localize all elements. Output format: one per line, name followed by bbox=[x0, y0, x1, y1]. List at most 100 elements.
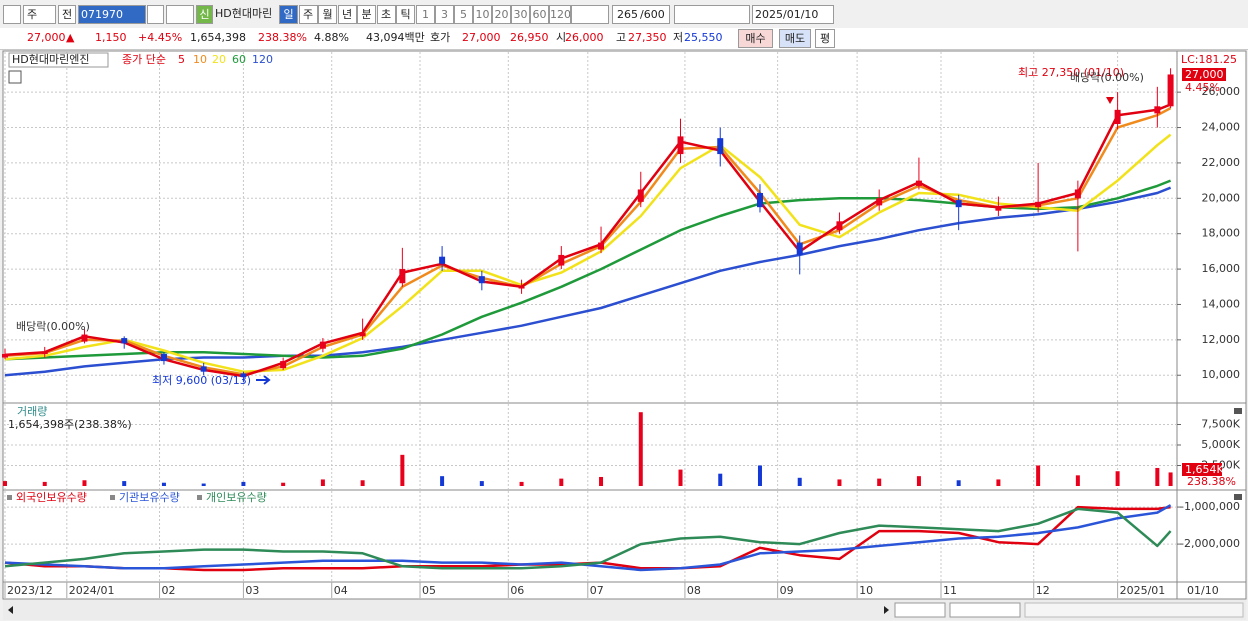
volume-bar bbox=[201, 483, 206, 486]
series-line bbox=[4, 103, 1172, 378]
period-button[interactable]: 분 bbox=[357, 5, 376, 24]
tab[interactable]: 주 bbox=[23, 5, 56, 24]
volume-bar bbox=[1075, 475, 1080, 486]
last-volume: 1,654K bbox=[1185, 463, 1224, 476]
search-button[interactable] bbox=[147, 5, 164, 24]
date-input[interactable]: 2025/01/10 bbox=[752, 5, 834, 24]
volume-bar bbox=[42, 481, 47, 486]
volume-bar bbox=[1036, 465, 1041, 486]
period-button[interactable]: 년 bbox=[337, 5, 357, 24]
x-tick-label: 04 bbox=[334, 584, 348, 597]
interval-button[interactable]: 1 bbox=[416, 5, 435, 24]
chart-title: HD현대마린엔진 bbox=[12, 53, 89, 66]
annotation: 최저 9,600 (03/13) bbox=[152, 374, 251, 387]
interval-button[interactable]: 10 bbox=[473, 5, 492, 24]
x-tick-label: 08 bbox=[687, 584, 701, 597]
volume-bar bbox=[122, 481, 127, 486]
count-max: /600 bbox=[640, 5, 670, 24]
period-button[interactable]: 주 bbox=[298, 5, 318, 24]
interval-button[interactable]: 5 bbox=[454, 5, 473, 24]
market-tag: 신 bbox=[196, 5, 213, 24]
volume-bar bbox=[797, 477, 802, 486]
y-tick-label: 10,000 bbox=[1202, 368, 1241, 381]
period-button[interactable]: 일 bbox=[279, 5, 298, 24]
interval-button[interactable]: 120 bbox=[549, 5, 571, 24]
scroll-arrows[interactable] bbox=[8, 606, 889, 614]
quote-high-label: 고 bbox=[616, 31, 627, 44]
pane-close[interactable] bbox=[1234, 408, 1242, 414]
candle-body bbox=[1154, 106, 1161, 114]
order-button[interactable]: 매수 bbox=[738, 29, 773, 48]
candle-body bbox=[598, 242, 605, 250]
candle-body bbox=[280, 361, 287, 369]
period-button[interactable]: 초 bbox=[376, 5, 396, 24]
legend-entry: 기관보유수량 bbox=[119, 491, 180, 504]
candle-body bbox=[1167, 74, 1174, 107]
candle-body bbox=[717, 138, 724, 155]
volume-bar bbox=[161, 482, 166, 486]
candle-body bbox=[399, 269, 406, 284]
playback-buttons[interactable] bbox=[894, 602, 946, 618]
zoom-slider[interactable] bbox=[949, 602, 1021, 618]
quote-open: 26,000 bbox=[565, 31, 604, 44]
legend-swatch bbox=[110, 495, 115, 500]
period-button[interactable]: 월 bbox=[318, 5, 337, 24]
x-tick-label: 12 bbox=[1036, 584, 1050, 597]
tab[interactable]: 전 bbox=[58, 5, 76, 24]
candle-body bbox=[439, 256, 446, 264]
grid-icon[interactable] bbox=[8, 70, 22, 84]
interval-button[interactable]: 30 bbox=[511, 5, 530, 24]
quote-change-rate: +4.45% bbox=[138, 31, 183, 44]
volume-bar bbox=[559, 478, 564, 486]
x-tick-label: 2025/01 bbox=[1120, 584, 1166, 597]
x-tick-label: 2023/12 bbox=[7, 584, 53, 597]
interval-button[interactable]: 3 bbox=[435, 5, 454, 24]
order-button[interactable]: 평 bbox=[815, 29, 835, 48]
y-tick-label: 18,000 bbox=[1202, 227, 1241, 240]
quote-price: 27,000 bbox=[27, 31, 66, 44]
count-input[interactable]: 265 bbox=[612, 5, 640, 24]
x-tick-label: 2024/01 bbox=[69, 584, 115, 597]
candle-body bbox=[319, 341, 326, 349]
tool-icons[interactable] bbox=[674, 5, 750, 24]
menu-icon[interactable] bbox=[3, 5, 21, 24]
candle-body bbox=[121, 338, 128, 344]
volume-bar bbox=[241, 481, 246, 486]
period-button[interactable]: 틱 bbox=[396, 5, 415, 24]
legend-entry: 20 bbox=[212, 53, 226, 66]
volume-bar bbox=[440, 476, 445, 486]
y-tick-label: -2,000,000 bbox=[1180, 537, 1240, 550]
volume-bar bbox=[599, 476, 604, 486]
series-line bbox=[4, 106, 1172, 376]
sound-button[interactable] bbox=[166, 5, 194, 24]
candle-body bbox=[1035, 201, 1042, 208]
scrollbar[interactable] bbox=[3, 600, 1246, 620]
tool-icons[interactable] bbox=[1024, 602, 1244, 618]
quote-amount: 43,094백만 bbox=[366, 31, 425, 44]
volume-bar bbox=[3, 481, 7, 486]
volume-bar bbox=[1155, 467, 1160, 486]
candle-body bbox=[478, 276, 485, 284]
quote-high: 27,350 bbox=[628, 31, 667, 44]
quote-ask-label: 호가 bbox=[430, 31, 451, 44]
candle-body bbox=[2, 354, 8, 358]
pane-close[interactable] bbox=[1234, 494, 1242, 500]
candle-body bbox=[796, 242, 803, 255]
interval-select[interactable] bbox=[571, 5, 609, 24]
code-input[interactable]: 071970 bbox=[78, 5, 146, 24]
quote-ask: 27,000 bbox=[462, 31, 501, 44]
candle-body bbox=[1074, 189, 1081, 199]
candle-body bbox=[81, 334, 88, 342]
chart-frame bbox=[2, 50, 1247, 600]
volume-bar bbox=[400, 454, 405, 486]
volume-bar bbox=[996, 479, 1001, 486]
y-tick-label: 12,000 bbox=[1202, 333, 1241, 346]
quote-low: 25,550 bbox=[684, 31, 723, 44]
volume-bar bbox=[479, 481, 484, 486]
volume-bar bbox=[757, 465, 762, 486]
interval-button[interactable]: 20 bbox=[492, 5, 511, 24]
candle-body bbox=[836, 221, 843, 231]
order-button[interactable]: 매도 bbox=[779, 29, 811, 48]
interval-button[interactable]: 60 bbox=[530, 5, 549, 24]
